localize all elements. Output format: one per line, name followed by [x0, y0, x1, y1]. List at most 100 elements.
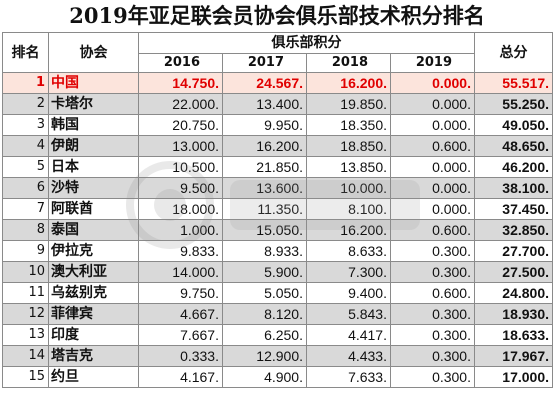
points-2018-cell: 8.633.	[306, 240, 391, 262]
year-header-2018: 2018	[306, 53, 391, 73]
rank-cell: 6	[2, 177, 49, 199]
points-2017-cell: 21.850.	[222, 156, 307, 178]
total-cell: 55.250.	[474, 93, 553, 115]
points-2016-cell: 1.000.	[138, 219, 223, 241]
points-2018-cell: 9.400.	[306, 282, 391, 304]
association-cell: 印度	[48, 324, 139, 346]
total-cell: 27.700.	[474, 240, 553, 262]
table-row: 10 澳大利亚 14.000. 5.900. 7.300. 0.300. 27.500.	[2, 261, 553, 283]
points-2019-cell: 0.000.	[390, 156, 475, 178]
points-2018-cell: 18.350.	[306, 114, 391, 136]
association-cell: 塔吉克	[48, 345, 139, 367]
ranking-table: 排名 协会 俱乐部积分 总分 2016 2017 2018 2019 1 中国 14…	[2, 32, 553, 388]
year-header-2017: 2017	[222, 53, 307, 73]
points-2016-cell: 4.167.	[138, 366, 223, 388]
rank-cell: 1	[2, 72, 49, 94]
association-cell: 泰国	[48, 219, 139, 241]
table-row: 1 中国 14.750. 24.567. 16.200. 0.000. 55.517.	[2, 72, 553, 94]
association-cell: 约旦	[48, 366, 139, 388]
points-2016-cell: 9.500.	[138, 177, 223, 199]
points-2018-cell: 5.843.	[306, 303, 391, 325]
table-row: 8 泰国 1.000. 15.050. 16.200. 0.600. 32.850.	[2, 219, 553, 241]
points-2016-cell: 20.750.	[138, 114, 223, 136]
points-2017-cell: 6.250.	[222, 324, 307, 346]
points-2017-cell: 8.933.	[222, 240, 307, 262]
points-2019-cell: 0.600.	[390, 135, 475, 157]
points-2018-cell: 10.000.	[306, 177, 391, 199]
rank-cell: 12	[2, 303, 49, 325]
points-2017-cell: 12.900.	[222, 345, 307, 367]
total-cell: 32.850.	[474, 219, 553, 241]
table-row: 15 约旦 4.167. 4.900. 7.633. 0.300. 17.000.	[2, 366, 553, 388]
association-header: 协会	[48, 32, 139, 73]
points-2016-cell: 18.000.	[138, 198, 223, 220]
points-2019-cell: 0.300.	[390, 303, 475, 325]
points-2018-cell: 7.633.	[306, 366, 391, 388]
total-cell: 18.633.	[474, 324, 553, 346]
association-cell: 阿联酋	[48, 198, 139, 220]
table-body: 1 中国 14.750. 24.567. 16.200. 0.000. 55.517. 2 卡塔…	[2, 72, 553, 388]
points-2017-cell: 11.350.	[222, 198, 307, 220]
points-2018-cell: 18.850.	[306, 135, 391, 157]
table-row: 12 菲律宾 4.667. 8.120. 5.843. 0.300. 18.930.	[2, 303, 553, 325]
club-points-header: 俱乐部积分	[138, 32, 475, 54]
points-2016-cell: 9.750.	[138, 282, 223, 304]
points-2017-cell: 4.900.	[222, 366, 307, 388]
table-row: 4 伊朗 13.000. 16.200. 18.850. 0.600. 48.650.	[2, 135, 553, 157]
points-2019-cell: 0.000.	[390, 198, 475, 220]
year-header-2019: 2019	[390, 53, 475, 73]
points-2016-cell: 13.000.	[138, 135, 223, 157]
points-2016-cell: 14.000.	[138, 261, 223, 283]
association-cell: 菲律宾	[48, 303, 139, 325]
rank-cell: 4	[2, 135, 49, 157]
table-row: 2 卡塔尔 22.000. 13.400. 19.850. 0.000. 55.250.	[2, 93, 553, 115]
table-row: 14 塔吉克 0.333. 12.900. 4.433. 0.300. 17.967.	[2, 345, 553, 367]
year-header-row: 2016 2017 2018 2019	[3, 53, 553, 73]
total-cell: 37.450.	[474, 198, 553, 220]
total-cell: 48.650.	[474, 135, 553, 157]
points-2017-cell: 9.950.	[222, 114, 307, 136]
points-2017-cell: 13.600.	[222, 177, 307, 199]
points-2019-cell: 0.000.	[390, 72, 475, 94]
total-cell: 24.800.	[474, 282, 553, 304]
association-cell: 日本	[48, 156, 139, 178]
points-2018-cell: 19.850.	[306, 93, 391, 115]
points-2018-cell: 16.200.	[306, 219, 391, 241]
points-2018-cell: 4.433.	[306, 345, 391, 367]
points-2018-cell: 16.200.	[306, 72, 391, 94]
points-2018-cell: 7.300.	[306, 261, 391, 283]
association-cell: 沙特	[48, 177, 139, 199]
rank-cell: 9	[2, 240, 49, 262]
table-row: 7 阿联酋 18.000. 11.350. 8.100. 0.000. 37.450.	[2, 198, 553, 220]
association-cell: 韩国	[48, 114, 139, 136]
total-cell: 17.000.	[474, 366, 553, 388]
rank-cell: 10	[2, 261, 49, 283]
points-2019-cell: 0.300.	[390, 366, 475, 388]
total-cell: 17.967.	[474, 345, 553, 367]
header-row: 排名 协会 俱乐部积分 总分	[2, 32, 553, 73]
association-cell: 乌兹别克	[48, 282, 139, 304]
rank-cell: 3	[2, 114, 49, 136]
points-2019-cell: 0.000.	[390, 114, 475, 136]
table-row: 3 韩国 20.750. 9.950. 18.350. 0.000. 49.050.	[2, 114, 553, 136]
points-2018-cell: 13.850.	[306, 156, 391, 178]
rank-cell: 15	[2, 366, 49, 388]
points-2019-cell: 0.300.	[390, 240, 475, 262]
rank-header: 排名	[2, 32, 49, 73]
points-2016-cell: 14.750.	[138, 72, 223, 94]
points-2019-cell: 0.000.	[390, 177, 475, 199]
rank-cell: 13	[2, 324, 49, 346]
points-2018-cell: 8.100.	[306, 198, 391, 220]
points-2017-cell: 5.900.	[222, 261, 307, 283]
association-cell: 伊拉克	[48, 240, 139, 262]
points-2016-cell: 4.667.	[138, 303, 223, 325]
association-cell: 卡塔尔	[48, 93, 139, 115]
table-row: 11 乌兹别克 9.750. 5.050. 9.400. 0.600. 24.800.	[2, 282, 553, 304]
points-2016-cell: 22.000.	[138, 93, 223, 115]
rank-cell: 8	[2, 219, 49, 241]
total-cell: 27.500.	[474, 261, 553, 283]
rank-cell: 7	[2, 198, 49, 220]
points-2016-cell: 10.500.	[138, 156, 223, 178]
points-2017-cell: 5.050.	[222, 282, 307, 304]
points-2019-cell: 0.300.	[390, 345, 475, 367]
